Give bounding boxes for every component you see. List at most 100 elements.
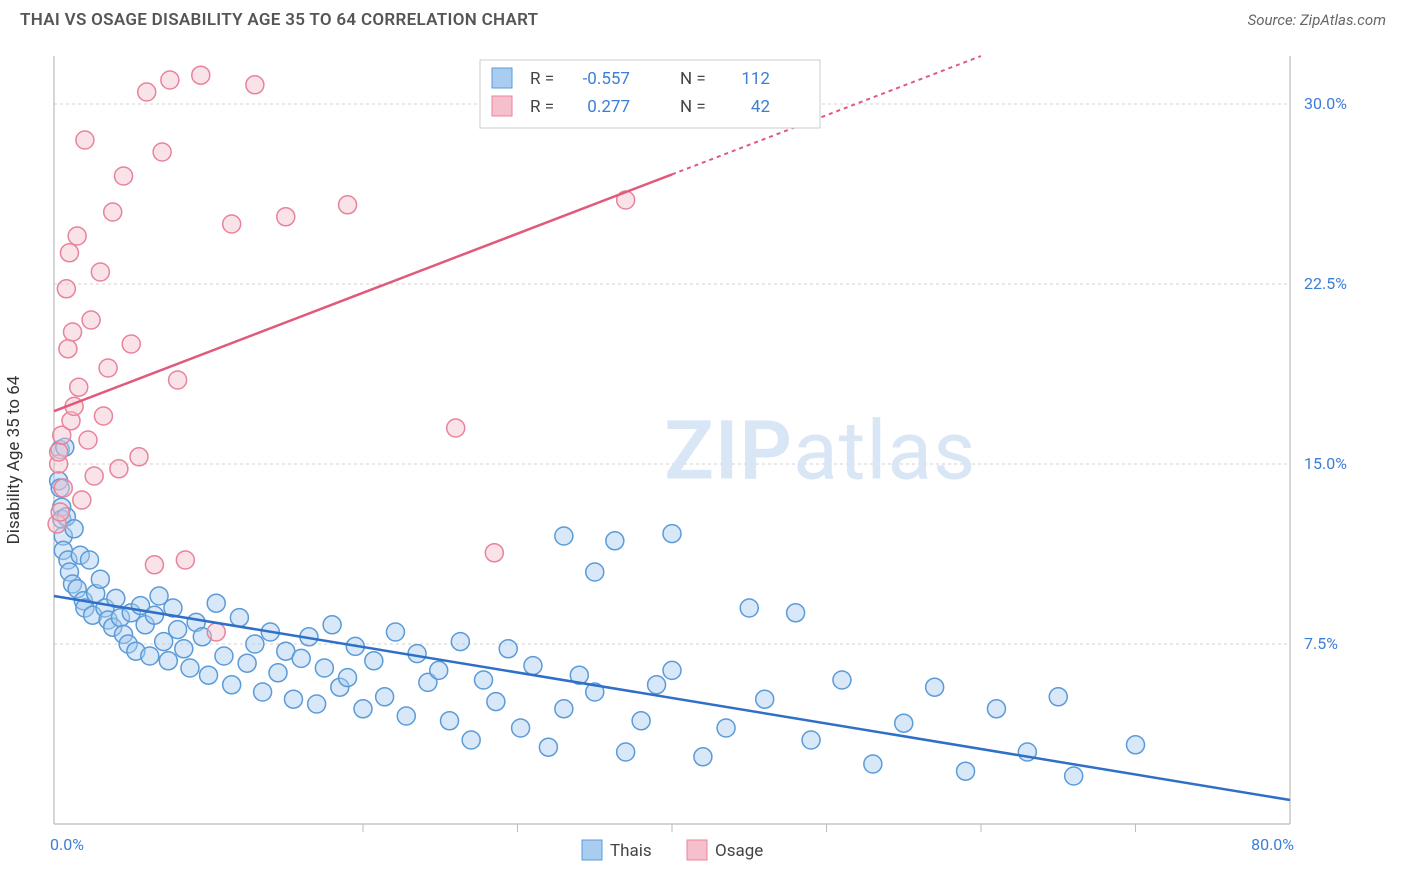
data-point xyxy=(175,640,193,658)
data-point xyxy=(230,609,248,627)
data-point xyxy=(57,280,75,298)
legend-n-value: 42 xyxy=(751,97,770,117)
data-point xyxy=(104,203,122,221)
data-point xyxy=(447,419,465,437)
data-point xyxy=(987,700,1005,718)
data-point xyxy=(308,695,326,713)
data-point xyxy=(215,647,233,665)
chart-title: THAI VS OSAGE DISABILITY AGE 35 TO 64 CO… xyxy=(20,10,538,30)
data-point xyxy=(802,731,820,749)
data-point xyxy=(323,616,341,634)
data-point xyxy=(555,527,573,545)
legend-swatch xyxy=(492,96,512,116)
data-point xyxy=(64,323,82,341)
data-point xyxy=(606,532,624,550)
data-point xyxy=(169,371,187,389)
data-point xyxy=(555,700,573,718)
data-point xyxy=(223,676,241,694)
data-point xyxy=(138,83,156,101)
data-point xyxy=(115,167,133,185)
bottom-legend-swatch xyxy=(582,840,602,860)
data-point xyxy=(246,76,264,94)
data-point xyxy=(122,335,140,353)
data-point xyxy=(51,503,69,521)
x-tick-label: 80.0% xyxy=(1251,835,1294,854)
data-point xyxy=(82,311,100,329)
data-point xyxy=(176,551,194,569)
data-point xyxy=(717,719,735,737)
data-point xyxy=(430,661,448,679)
data-point xyxy=(153,143,171,161)
data-point xyxy=(475,671,493,689)
data-point xyxy=(110,460,128,478)
y-tick-label: 15.0% xyxy=(1304,454,1347,473)
data-point xyxy=(181,659,199,677)
data-point xyxy=(99,359,117,377)
data-point xyxy=(365,652,383,670)
data-point xyxy=(292,649,310,667)
legend-r-value: -0.557 xyxy=(583,69,630,89)
data-point xyxy=(85,467,103,485)
data-point xyxy=(223,215,241,233)
data-point xyxy=(740,599,758,617)
data-point xyxy=(957,762,975,780)
data-point xyxy=(663,525,681,543)
data-point xyxy=(91,263,109,281)
data-point xyxy=(499,640,517,658)
bottom-legend-swatch xyxy=(687,840,707,860)
data-point xyxy=(65,520,83,538)
legend-n-value: 112 xyxy=(741,69,770,89)
legend-swatch xyxy=(492,68,512,88)
data-point xyxy=(648,676,666,694)
data-point xyxy=(386,623,404,641)
data-point xyxy=(1049,688,1067,706)
legend-r-label: R = xyxy=(530,97,554,117)
data-point xyxy=(787,604,805,622)
data-point xyxy=(756,690,774,708)
bottom-legend-label: Thais xyxy=(610,841,652,861)
data-point xyxy=(141,647,159,665)
data-point xyxy=(524,657,542,675)
data-point xyxy=(694,748,712,766)
data-point xyxy=(91,570,109,588)
data-point xyxy=(54,479,72,497)
bottom-legend-label: Osage xyxy=(715,841,763,861)
data-point xyxy=(617,743,635,761)
legend-n-label: N = xyxy=(680,97,706,117)
data-point xyxy=(441,712,459,730)
data-point xyxy=(68,227,86,245)
data-point xyxy=(254,683,272,701)
data-point xyxy=(451,633,469,651)
data-point xyxy=(60,244,78,262)
data-point xyxy=(145,606,163,624)
data-point xyxy=(145,556,163,574)
y-tick-label: 30.0% xyxy=(1304,94,1347,113)
data-point xyxy=(339,669,357,687)
y-axis-label: Disability Age 35 to 64 xyxy=(4,376,24,545)
data-point xyxy=(926,678,944,696)
data-point xyxy=(512,719,530,737)
trend-line xyxy=(54,596,1290,800)
data-point xyxy=(632,712,650,730)
data-point xyxy=(376,688,394,706)
data-point xyxy=(663,661,681,679)
data-point xyxy=(59,340,77,358)
data-point xyxy=(895,714,913,732)
data-point xyxy=(207,594,225,612)
legend-n-label: N = xyxy=(680,69,706,89)
data-point xyxy=(1065,767,1083,785)
correlation-scatter-chart: 7.5%15.0%22.5%30.0%ZIPatlas0.0%80.0%R =-… xyxy=(20,48,1366,872)
data-point xyxy=(833,671,851,689)
data-point xyxy=(94,407,112,425)
y-tick-label: 7.5% xyxy=(1304,634,1338,653)
data-point xyxy=(339,196,357,214)
data-point xyxy=(73,491,91,509)
data-point xyxy=(70,378,88,396)
data-point xyxy=(200,666,218,684)
data-point xyxy=(192,66,210,84)
data-point xyxy=(485,544,503,562)
data-point xyxy=(539,738,557,756)
data-point xyxy=(269,664,287,682)
data-point xyxy=(586,563,604,581)
data-point xyxy=(462,731,480,749)
